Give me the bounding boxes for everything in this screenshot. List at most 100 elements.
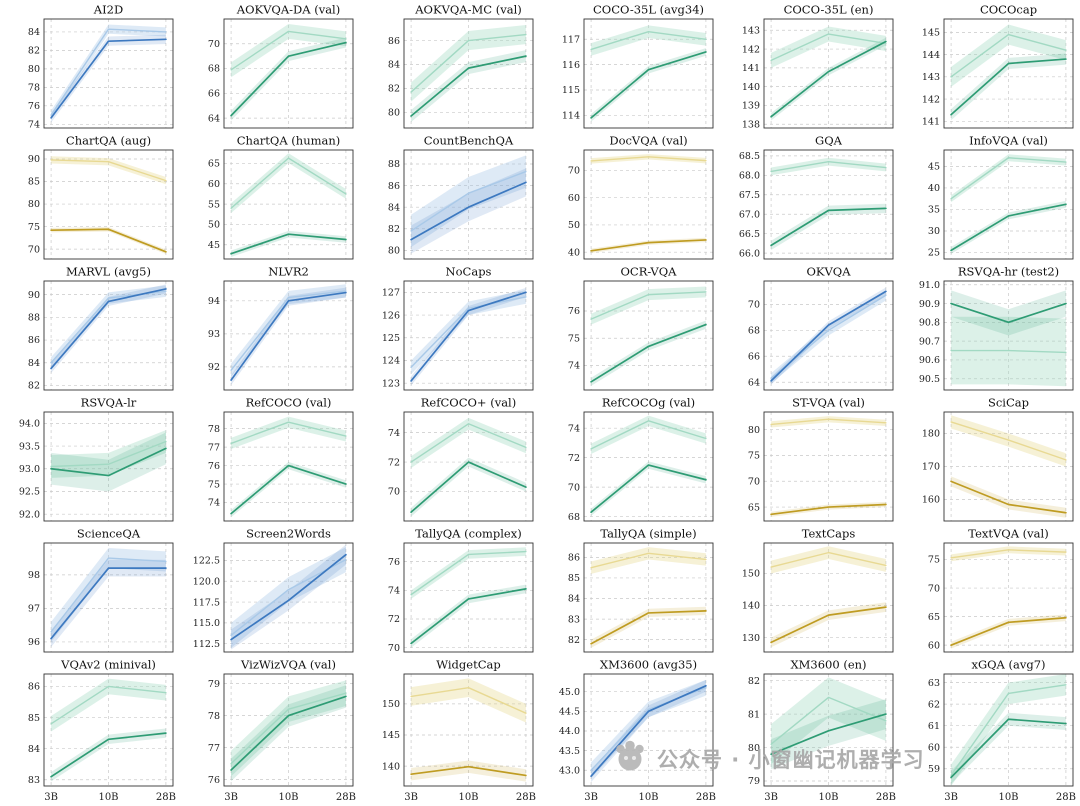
series-band-dark — [951, 614, 1066, 649]
x-tick-label: 28B — [516, 792, 536, 803]
plot-frame — [583, 411, 714, 522]
series-line-light — [590, 552, 707, 569]
x-tick-label: 10B — [278, 792, 298, 803]
subplot-title: AI2D — [93, 3, 123, 17]
y-tick-label: 76 — [28, 101, 40, 112]
plot-frame — [403, 542, 534, 653]
plot-frame — [43, 673, 174, 787]
y-tick-label: 80 — [28, 64, 40, 75]
y-tick-label: 60 — [208, 179, 220, 190]
y-tick-label: 96 — [28, 637, 40, 648]
subplot-title: CountBenchQA — [424, 134, 514, 148]
y-tick-label: 84 — [28, 358, 40, 369]
subplot-ai2d: AI2D 74 76 78 80 82 84 — [28, 3, 174, 131]
subplot-scienceqa: ScienceQA 96 97 98 — [28, 527, 174, 653]
series-band-light — [951, 316, 1066, 387]
series-line-light — [230, 157, 347, 209]
series-band-light — [51, 156, 166, 185]
y-tick-label: 68.5 — [739, 151, 760, 162]
series-band-dark — [951, 712, 1066, 784]
series-line-dark — [770, 40, 887, 118]
x-tick-label: 28B — [156, 792, 176, 803]
subplot-title: COCO-35L (en) — [784, 3, 874, 17]
subplot-vqav2-minival: VQAv2 (minival) 83 84 85 86 3B 10B 28B — [28, 658, 176, 804]
x-tick-label: 10B — [818, 792, 838, 803]
y-tick-label: 50 — [208, 220, 220, 231]
series-line-light — [230, 30, 347, 71]
y-tick-label: 50 — [568, 220, 580, 231]
y-tick-label: 86 — [388, 181, 400, 192]
series-line-dark — [950, 58, 1067, 116]
subplot-rsvqa-hr-test2: RSVQA-hr (test2) 90.5 90.6 90.7 90.8 90.9 91.0 — [919, 265, 1074, 391]
y-tick-label: 90.9 — [919, 299, 940, 310]
y-tick-label: 143 — [922, 72, 940, 83]
y-tick-label: 88 — [388, 159, 400, 170]
y-tick-label: 64 — [748, 377, 760, 388]
series-band-light — [951, 154, 1066, 203]
y-tick-label: 72 — [388, 614, 400, 625]
y-tick-label: 74 — [388, 428, 400, 439]
y-tick-label: 70 — [748, 476, 760, 487]
series-band-light — [411, 417, 526, 468]
subplot-marvl-avg5: MARVL (avg5) 82 84 86 88 90 — [28, 265, 174, 392]
x-tick-label: 10B — [998, 792, 1018, 803]
y-tick-label: 93.0 — [19, 464, 40, 475]
y-tick-label: 139 — [742, 101, 760, 112]
subplot-refcocog-val: RefCOCOg (val) 68 70 72 74 — [568, 396, 714, 523]
y-tick-label: 40 — [568, 247, 580, 258]
subplot-title: VQAv2 (minival) — [60, 658, 156, 672]
y-tick-label: 115.0 — [193, 618, 220, 629]
series-line-light — [770, 33, 887, 62]
y-tick-label: 124 — [382, 356, 400, 367]
subplot-textvqa-val: TextVQA (val) 60 65 70 75 — [928, 527, 1074, 653]
series-band-light — [411, 678, 526, 723]
y-tick-label: 70 — [28, 244, 40, 255]
series-band-light — [591, 154, 706, 164]
y-tick-label: 78 — [28, 83, 40, 94]
series-line-dark — [410, 461, 527, 514]
y-tick-label: 130 — [742, 633, 760, 644]
plot-frame — [223, 280, 354, 391]
plot-frame — [943, 542, 1074, 653]
plot-frame — [763, 280, 894, 391]
subplot-vizwizvqa-val: VizWizVQA (val) 76 77 78 79 3B 10B 28B — [208, 658, 356, 804]
series-line-dark — [590, 464, 707, 514]
series-band-dark — [411, 287, 526, 386]
y-tick-label: 66.5 — [739, 229, 760, 240]
series-band-light — [591, 415, 706, 454]
series-line-dark — [590, 610, 707, 645]
y-tick-label: 59 — [928, 764, 940, 775]
series-band-light — [591, 286, 706, 325]
series-line-dark — [950, 203, 1067, 252]
subplot-aokvqa-da-val: AOKVQA-DA (val) 64 66 68 70 — [208, 3, 354, 129]
y-tick-label: 90.8 — [919, 318, 940, 329]
y-tick-label: 116 — [562, 60, 580, 71]
y-tick-label: 66 — [208, 89, 220, 100]
y-tick-label: 65 — [928, 612, 940, 623]
y-tick-label: 83 — [568, 614, 580, 625]
series-band-light — [51, 24, 166, 120]
y-tick-label: 70 — [388, 643, 400, 654]
series-line-light — [950, 549, 1067, 559]
series-line-light — [230, 692, 347, 765]
subplot-chartqa-human: ChartQA (human) 45 50 55 60 65 — [208, 134, 354, 260]
y-tick-label: 74 — [568, 361, 580, 372]
y-tick-label: 112.5 — [193, 639, 220, 650]
plot-frame — [583, 542, 714, 653]
plot-frame — [403, 673, 534, 787]
y-tick-label: 74 — [208, 498, 220, 509]
y-tick-label: 83 — [28, 775, 40, 786]
subplot-title: OKVQA — [806, 265, 851, 279]
x-tick-label: 10B — [98, 792, 118, 803]
x-tick-label: 10B — [638, 792, 658, 803]
series-band-light — [591, 679, 706, 779]
series-band-light — [771, 157, 886, 176]
plot-frame — [223, 18, 354, 129]
y-tick-label: 126 — [382, 310, 400, 321]
series-band-dark — [951, 290, 1066, 336]
series-line-dark — [410, 588, 527, 645]
y-tick-label: 92.5 — [19, 487, 40, 498]
y-tick-label: 72 — [568, 453, 580, 464]
y-tick-label: 90.6 — [919, 355, 940, 366]
y-tick-label: 68 — [208, 64, 220, 75]
